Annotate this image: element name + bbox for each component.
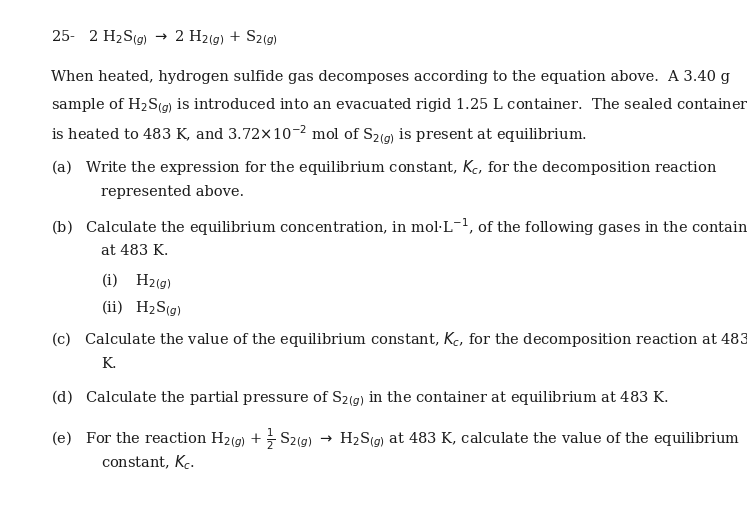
- Text: (e)   For the reaction H$_2{}_{(g)}$ + $\frac{1}{2}$ S$_2{}_{(g)}$ $\rightarrow$: (e) For the reaction H$_2{}_{(g)}$ + $\f…: [51, 427, 740, 452]
- Text: (c)   Calculate the value of the equilibrium constant, $K_c$, for the decomposit: (c) Calculate the value of the equilibri…: [51, 330, 747, 349]
- Text: (ii)   H$_2$S$_{(g)}$: (ii) H$_2$S$_{(g)}$: [101, 298, 182, 319]
- Text: at 483 K.: at 483 K.: [101, 244, 168, 258]
- Text: K.: K.: [101, 357, 117, 371]
- Text: When heated, hydrogen sulfide gas decomposes according to the equation above.  A: When heated, hydrogen sulfide gas decomp…: [51, 69, 730, 84]
- Text: (b)   Calculate the equilibrium concentration, in mol$\cdot$L$^{-1}$, of the fol: (b) Calculate the equilibrium concentrat…: [51, 217, 747, 238]
- Text: constant, $K_c$.: constant, $K_c$.: [101, 454, 195, 472]
- Text: represented above.: represented above.: [101, 185, 244, 199]
- Text: is heated to 483 K, and 3.72$\times$10$^{-2}$ mol of S$_2{}_{(g)}$ is present at: is heated to 483 K, and 3.72$\times$10$^…: [51, 124, 587, 148]
- Text: (a)   Write the expression for the equilibrium constant, $K_c$, for the decompos: (a) Write the expression for the equilib…: [51, 158, 717, 177]
- Text: 25-   2 H$_2$S$_{(g)}$ $\rightarrow$ 2 H$_2{}_{(g)}$ + S$_2{}_{(g)}$: 25- 2 H$_2$S$_{(g)}$ $\rightarrow$ 2 H$_…: [51, 28, 278, 48]
- Text: (i)    H$_2{}_{(g)}$: (i) H$_2{}_{(g)}$: [101, 271, 171, 292]
- Text: (d)   Calculate the partial pressure of S$_2{}_{(g)}$ in the container at equili: (d) Calculate the partial pressure of S$…: [51, 388, 669, 408]
- Text: sample of H$_2$S$_{(g)}$ is introduced into an evacuated rigid 1.25 L container.: sample of H$_2$S$_{(g)}$ is introduced i…: [51, 97, 747, 117]
